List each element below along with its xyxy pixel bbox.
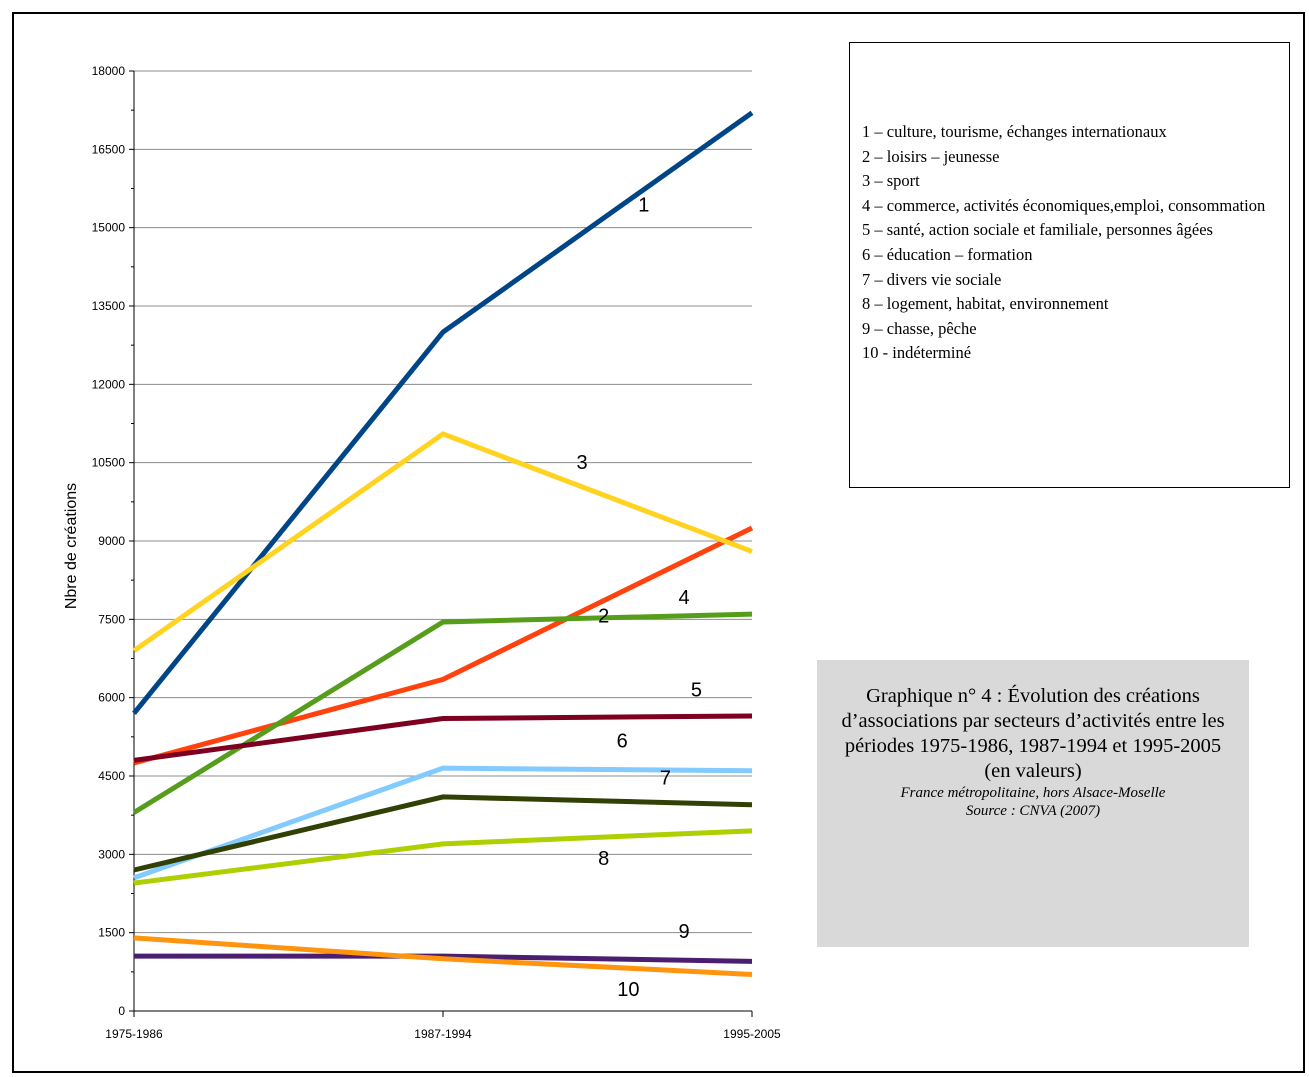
series-line-4: [132, 611, 753, 815]
legend-entry-7: 7 – divers vie sociale: [862, 269, 1002, 289]
legend-list: 1 – culture, tourisme, échanges internat…: [862, 120, 1281, 366]
y-tick-label: 1500: [98, 926, 125, 940]
chart-source: Source : CNVA (2007): [965, 803, 1101, 819]
legend-entry-4: 4 – commerce, activités économiques,empl…: [862, 195, 1266, 215]
x-tick-label: 1995-2005: [723, 1027, 781, 1041]
series-label-1: 1: [638, 195, 649, 217]
y-tick-label: 13500: [92, 299, 126, 313]
series-line-8: [133, 828, 753, 886]
legend-entry-3: 3 – sport: [862, 171, 920, 191]
legend-entry-9: 9 – chasse, pêche: [862, 318, 977, 338]
series-line-6: [133, 765, 753, 881]
chart-title: Graphique n° 4 : Évolution des créations…: [841, 685, 1225, 782]
series-labels: 1 2 3 4 5 6 7 8 9 10: [576, 195, 701, 1002]
series-label-5: 5: [691, 679, 702, 701]
series-label-7: 7: [660, 768, 671, 790]
series-line-2: [133, 525, 754, 766]
series-lines: [132, 110, 754, 977]
series-line-9: [134, 953, 753, 964]
series-label-6: 6: [617, 731, 628, 753]
y-tick-label: 18000: [92, 64, 126, 78]
series-label-10: 10: [617, 979, 639, 1001]
x-tick-label: 1975-1986: [105, 1027, 163, 1041]
y-axis-ticks: 0 1500 3000 4500 6000 7500 9000 10500 12000 13500…: [92, 64, 134, 1018]
series-label-3: 3: [576, 452, 587, 474]
legend-entry-1: 1 – culture, tourisme, échanges internat…: [862, 122, 1167, 141]
y-tick-label: 12000: [92, 377, 126, 391]
y-tick-label: 15000: [92, 221, 126, 235]
series-line-7: [133, 794, 753, 873]
y-tick-label: 4500: [98, 769, 125, 783]
x-axis-ticks: 1975-1986 1987-1994 1995-2005: [105, 1011, 781, 1041]
series-label-9: 9: [678, 921, 689, 943]
series-line-5: [133, 713, 753, 763]
y-tick-label: 3000: [98, 847, 125, 861]
y-tick-label: 10500: [92, 456, 126, 470]
legend-entry-8: 8 – logement, habitat, environnement: [862, 294, 1109, 314]
series-label-4: 4: [678, 587, 689, 609]
x-tick-label: 1987-1994: [414, 1027, 472, 1041]
legend-entry-10: 10 - indéterminé: [862, 343, 972, 363]
y-tick-label: 6000: [98, 691, 125, 705]
series-line-1: [132, 110, 754, 715]
legend-entry-5: 5 – santé, action sociale et familiale, …: [862, 220, 1213, 240]
y-axis-title: Nbre de créations: [63, 483, 80, 609]
series-label-2: 2: [598, 606, 609, 628]
gridlines: [134, 70, 752, 934]
series-label-8: 8: [598, 848, 609, 870]
series-line-10: [133, 935, 753, 977]
y-tick-label: 16500: [92, 142, 126, 156]
legend-box: 1 – culture, tourisme, échanges internat…: [849, 42, 1290, 488]
y-tick-label: 9000: [98, 534, 125, 548]
chart-subtitle: France métropolitaine, hors Alsace-Mosel…: [900, 785, 1166, 801]
y-tick-label: 0: [118, 1004, 125, 1018]
legend-entry-2: 2 – loisirs – jeunesse: [862, 146, 1000, 166]
y-tick-label: 7500: [98, 612, 125, 626]
caption-box: Graphique n° 4 : Évolution des créations…: [817, 660, 1249, 947]
series-line-3: [132, 431, 753, 653]
legend-entry-6: 6 – éducation – formation: [862, 244, 1033, 264]
